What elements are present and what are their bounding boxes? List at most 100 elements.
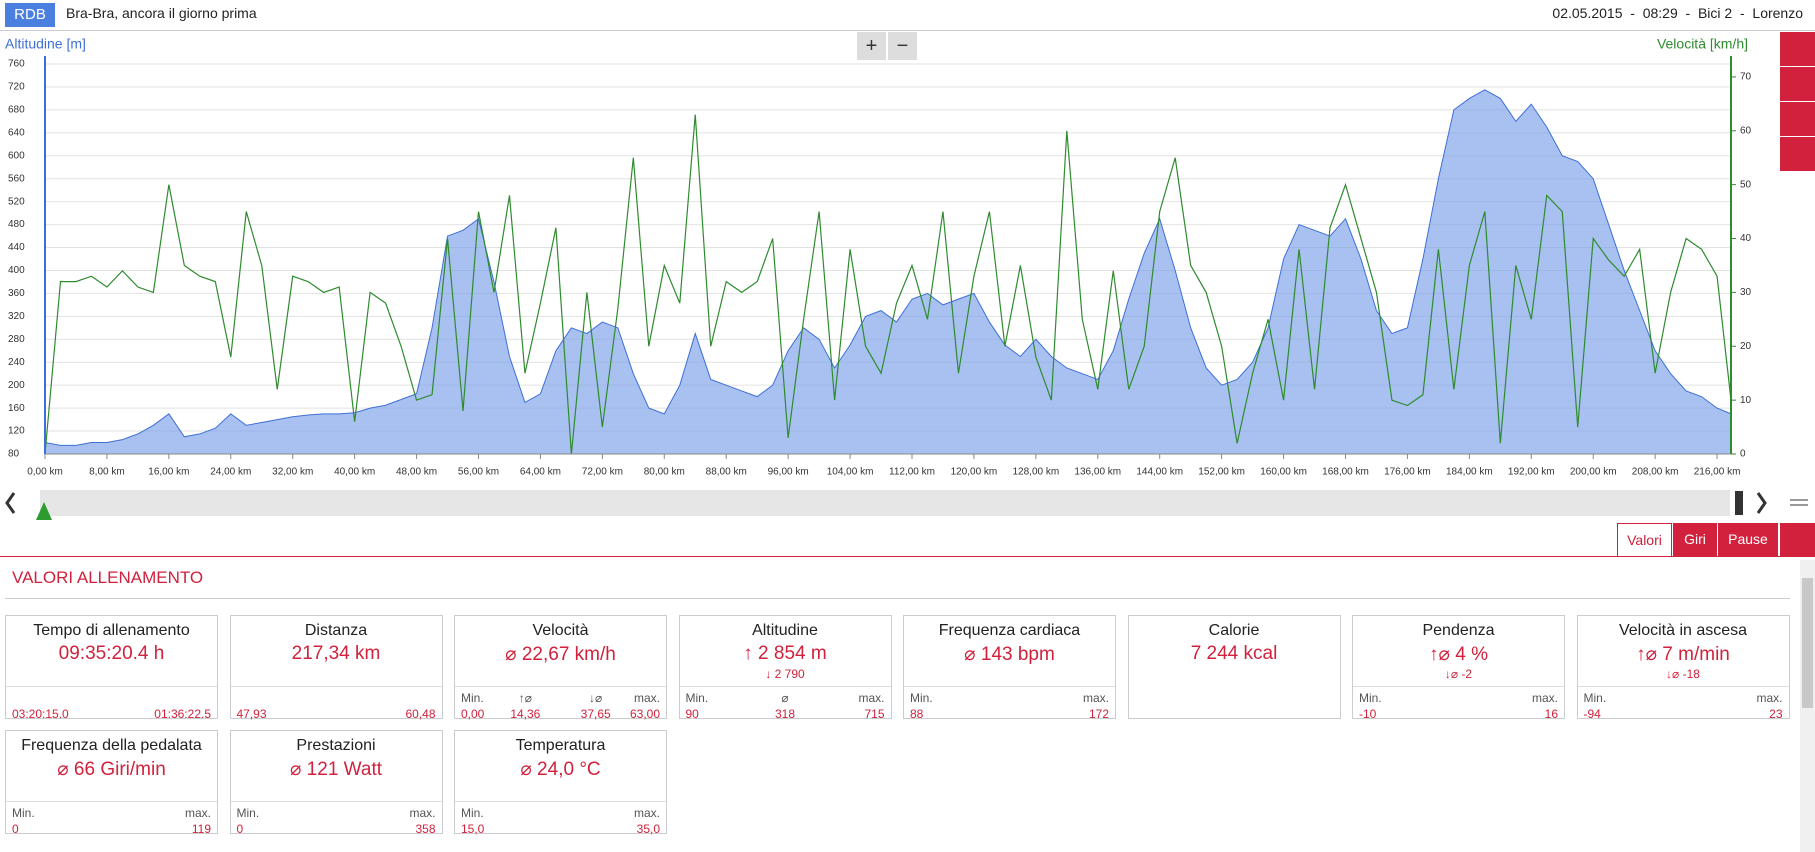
y-tick-label: 760 [8,59,25,70]
scroll-left[interactable] [5,492,16,514]
badge[interactable]: RDB [5,3,55,27]
handle[interactable] [1790,499,1808,506]
y-tick-label: 480 [8,219,25,230]
card-value: ⌀ 121 Watt [289,759,383,780]
section-title: VALORI ALLENAMENTO [12,568,204,587]
footer-value: 37,65 [580,707,611,721]
card-title: Frequenza della pedalata [21,737,202,754]
list-button[interactable] [1780,32,1815,67]
card-value: ↑⌀ 4 % [1429,644,1488,665]
y-tick-label: 360 [8,288,25,299]
card-footer: Min. 15,0 max. 35,0 [455,801,666,836]
footer-label: Min. [461,691,484,705]
tab[interactable]: Pause [1718,523,1778,556]
card-title: Prestazioni [296,737,376,754]
x-tick-label: 184,00 km [1446,467,1493,478]
y2-tick-label: 40 [1740,233,1752,244]
bars-button[interactable] [1780,137,1815,172]
card-title: Calorie [1208,622,1260,639]
x-tick-label: 192,00 km [1508,467,1555,478]
footer-label: ⌀ [781,691,789,705]
x-tick-label: 160,00 km [1260,467,1307,478]
footer-label: ↓⌀ [589,691,603,705]
footer-value: -10 [1359,707,1377,721]
footer-label: max. [1756,691,1783,705]
tab[interactable]: Valori [1617,523,1672,556]
y-tick-label: 600 [8,150,25,161]
y-tick-label: 640 [8,127,25,138]
card-footer: 47,93 60,48 [230,686,442,721]
card-value: 09:35:20.4 h [58,643,165,664]
x-tick-label: 8,00 km [89,467,125,478]
card-value: ⌀ 22,67 km/h [505,644,616,665]
zoom-in[interactable]: + [857,32,886,60]
stat-card: Distanza 217,34 km 47,93 60,48 [229,615,443,721]
x-tick-label: 64,00 km [520,467,561,478]
stat-card: Prestazioni ⌀ 121 Watt Min. 0 max. 358 [229,730,443,836]
x-tick-label: 200,00 km [1570,467,1617,478]
stat-card: Tempo di allenamento 09:35:20.4 h 03:20:15… [5,615,218,721]
x-tick-label: 88,00 km [706,467,747,478]
y2-tick-label: 30 [1740,287,1752,298]
y-tick-label: 160 [8,403,25,414]
x-tick-label: 128,00 km [1013,467,1060,478]
card-title: Velocità [532,622,589,639]
card-footer: Min. 88 max. 172 [904,686,1115,721]
footer-value: 88 [910,707,924,721]
scrollbar[interactable] [1800,560,1815,852]
footer-label: ↑⌀ [518,691,532,705]
tab-menu[interactable] [1780,523,1815,556]
y2-tick-label: 10 [1740,395,1752,406]
footer-value: 90 [685,707,699,721]
footer-value: 03:20:15.0 [12,707,69,721]
card-sub-value: ↓ 2 790 [765,667,805,681]
card-value: 217,34 km [291,643,381,664]
scroll-end[interactable] [1735,491,1743,515]
scroll-right[interactable] [1756,492,1767,514]
footer-label: Min. [12,806,35,820]
zoom-out[interactable]: − [888,32,917,60]
y2-tick-label: 50 [1740,179,1752,190]
footer-value: 119 [191,822,211,836]
footer-label: max. [858,691,885,705]
x-tick-label: 120,00 km [951,467,998,478]
footer-value: 0 [236,822,244,836]
y2-tick-label: 60 [1740,125,1752,136]
x-tick-label: 32,00 km [272,467,313,478]
card-title: Velocità in ascesa [1618,622,1748,639]
y-tick-label: 120 [8,426,25,437]
speed-line [44,114,1732,455]
chart: 8012016020024028032036040044048052056060… [5,36,1752,478]
stat-card: Frequenza cardiaca ⌀ 143 bpm Min. 88 max. 172 [903,615,1116,721]
altitude-area [44,89,1732,455]
workout-title: Bra-Bra, ancora il giorno prima [66,5,257,21]
footer-value: 47,93 [236,707,267,721]
footer-value: 318 [774,707,796,721]
card-footer: Min. 90 ⌀ 318 max. 715 [679,686,891,721]
card-value: ⌀ 143 bpm [964,644,1055,665]
scroll-track[interactable] [40,490,1730,516]
footer-value: 0 [12,822,19,836]
y2-tick-label: 70 [1740,72,1752,83]
y-tick-label: 200 [8,380,25,391]
y-tick-label: 80 [8,449,20,460]
y2-tick-label: 0 [1740,449,1746,460]
y-tick-label: 560 [8,173,25,184]
tab[interactable]: Giri [1673,523,1717,556]
x-tick-label: 152,00 km [1198,467,1245,478]
x-tick-label: 80,00 km [644,467,685,478]
x-tick-label: 56,00 km [458,467,499,478]
x-tick-label: 136,00 km [1074,467,1121,478]
card-title: Frequenza cardiaca [938,622,1081,639]
x-tick-label: 72,00 km [582,467,623,478]
avg-button[interactable] [1780,102,1815,137]
card-footer: 03:20:15.0 01:36:22.5 [6,686,217,721]
footer-value: 23 [1769,707,1783,721]
scroll-handle[interactable] [36,502,52,520]
chart-button[interactable] [1780,67,1815,102]
x-tick-label: 40,00 km [334,467,375,478]
footer-label: max. [633,691,660,705]
header: RDB Bra-Bra, ancora il giorno prima 02.0… [0,0,1815,31]
x-tick-label: 96,00 km [768,467,809,478]
